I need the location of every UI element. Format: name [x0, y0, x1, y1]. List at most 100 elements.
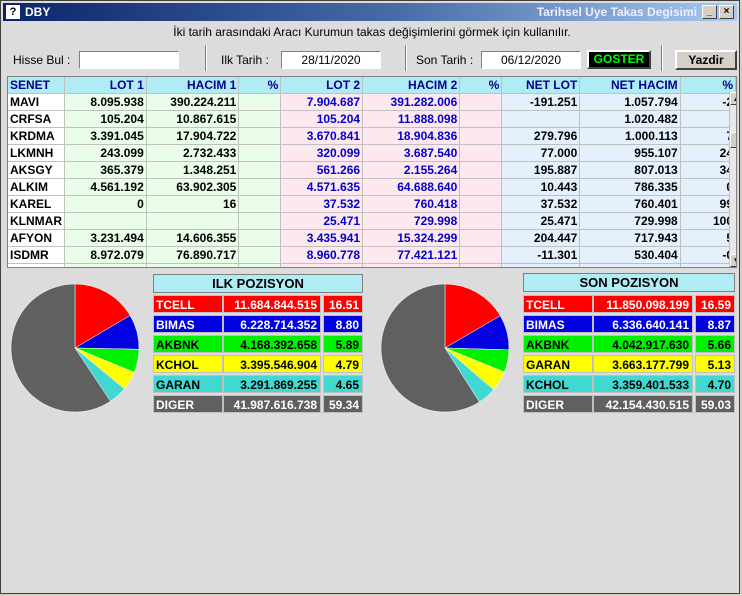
legend-percent: 59.34 — [323, 395, 363, 413]
table-row[interactable]: LKMNH 243.099 2.732.433 320.099 3.687.540 77.… — [8, 144, 736, 162]
table-cell: 279.796 — [501, 127, 581, 145]
table-cell — [238, 93, 282, 111]
table-cell: 25.471 — [280, 212, 364, 230]
table-cell: -0 — [680, 246, 736, 264]
legend-percent: 5.89 — [323, 335, 363, 353]
total-cell — [579, 263, 681, 267]
column-header[interactable]: % — [238, 77, 282, 94]
table-row[interactable]: AFYON 3.231.494 14.606.355 3.435.941 15.324.… — [8, 229, 736, 247]
ilk-tarih-input[interactable]: 28/11/2020 — [281, 51, 381, 69]
legend-value: 41.987.616.738 — [223, 395, 321, 413]
total-cell — [680, 263, 736, 267]
table-cell: 63.902.305 — [146, 178, 240, 196]
total-cell: 5.855.973.028 — [64, 263, 147, 267]
table-cell — [459, 110, 503, 128]
table-cell: 8.972.079 — [64, 246, 147, 264]
table-cell — [238, 161, 282, 179]
table-row[interactable]: CRFSA 105.204 10.867.615 105.204 11.888.098 1… — [8, 110, 736, 128]
table-cell: 561.266 — [280, 161, 364, 179]
legend-name: AKBNK — [523, 335, 593, 353]
column-header[interactable]: HACIM 2 — [362, 77, 461, 94]
info-text: İki tarih arasındaki Aracı Kurumun takas… — [173, 25, 571, 39]
legend-name: AKBNK — [153, 335, 223, 353]
column-header[interactable]: LOT 1 — [64, 77, 147, 94]
goster-button[interactable]: GOSTER — [587, 50, 651, 69]
legend-value: 11.684.844.515 — [223, 295, 321, 313]
column-header[interactable]: NET HACIM — [579, 77, 681, 94]
pie-slice-tcell — [74, 283, 131, 349]
table-cell — [238, 144, 282, 162]
table-cell: 37.532 — [280, 195, 364, 213]
table-cell: 10.443 — [501, 178, 581, 196]
system-menu-icon[interactable]: ? — [6, 5, 20, 19]
son-pozisyon-pie-chart — [380, 283, 510, 413]
column-header[interactable]: % — [459, 77, 503, 94]
scroll-up-icon[interactable]: ▲ — [730, 92, 736, 105]
separator — [661, 45, 663, 71]
table-cell: MAVI — [8, 93, 65, 111]
table-row[interactable]: ISDMR 8.972.079 76.890.717 8.960.778 77.421.… — [8, 246, 736, 264]
total-cell: 71.406.665.819 — [362, 263, 461, 267]
table-cell: 1.348.251 — [146, 161, 240, 179]
table-cell — [459, 212, 503, 230]
table-cell: 105.204 — [280, 110, 364, 128]
legend-value: 42.154.430.515 — [593, 395, 693, 413]
table-cell: 77.421.121 — [362, 246, 461, 264]
table-cell: 17.904.722 — [146, 127, 240, 145]
close-icon[interactable]: × — [719, 5, 734, 19]
table-cell: KLNMAR — [8, 212, 65, 230]
table-cell: 729.998 — [579, 212, 681, 230]
table-cell: 955.107 — [579, 144, 681, 162]
legend-percent: 16.59 — [695, 295, 735, 313]
total-cell — [501, 263, 581, 267]
table-cell — [459, 144, 503, 162]
table-cell: 760.418 — [362, 195, 461, 213]
ilk-pozisyon-title: ILK POZISYON — [153, 274, 363, 293]
scroll-thumb[interactable] — [730, 132, 736, 148]
column-header[interactable]: NET LOT — [501, 77, 581, 94]
table-cell: 320.099 — [280, 144, 364, 162]
yazdir-button[interactable]: Yazdir — [675, 50, 737, 70]
takas-grid[interactable]: SENET LOT 1 HACIM 1% LOT 2 HACIM 2% NET LOT NE… — [7, 76, 737, 268]
minimize-icon[interactable]: _ — [702, 5, 717, 19]
table-cell: 365.379 — [64, 161, 147, 179]
table-cell — [459, 161, 503, 179]
ilk-pozisyon-pie-chart — [10, 283, 140, 413]
title-bar[interactable]: ? DBY Tarihsel Uye Takas Degisimi _ × — [3, 3, 737, 21]
table-cell: 16 — [146, 195, 240, 213]
hisse-search-input[interactable] — [79, 51, 179, 69]
table-row[interactable]: KLNMAR 25.471 729.998 25.471 729.998 100 — [8, 212, 736, 230]
table-cell — [459, 127, 503, 145]
table-cell: 2.732.433 — [146, 144, 240, 162]
column-header[interactable]: HACIM 1 — [146, 77, 240, 94]
column-header[interactable]: LOT 2 — [280, 77, 364, 94]
legend-percent: 5.66 — [695, 335, 735, 353]
legend-name: GARAN — [153, 375, 223, 393]
table-cell — [64, 212, 147, 230]
separator — [405, 45, 407, 71]
legend-value: 4.168.392.658 — [223, 335, 321, 353]
scroll-down-icon[interactable]: ▼ — [730, 254, 736, 267]
table-row[interactable]: KRDMA 3.391.045 17.904.722 3.670.841 18.904.… — [8, 127, 736, 145]
son-tarih-input[interactable]: 06/12/2020 — [481, 51, 581, 69]
legend-name: BIMAS — [523, 315, 593, 333]
table-cell — [459, 229, 503, 247]
table-cell — [459, 195, 503, 213]
column-header[interactable]: SENET — [8, 77, 65, 94]
table-cell: 1.000.113 — [579, 127, 681, 145]
table-row[interactable]: MAVI 8.095.938 390.224.211 7.904.687 391.282… — [8, 93, 736, 111]
legend-percent: 59.03 — [695, 395, 735, 413]
table-row[interactable]: ALKIM 4.561.192 63.902.305 4.571.635 64.688.… — [8, 178, 736, 196]
legend-value: 4.042.917.630 — [593, 335, 693, 353]
table-row[interactable]: KAREL 0 16 37.532 760.418 37.532 760.401 99 — [8, 195, 736, 213]
vertical-scrollbar[interactable]: ▲ ▼ — [729, 92, 736, 267]
table-cell: 717.943 — [579, 229, 681, 247]
total-cell: 100,00 — [459, 263, 503, 267]
table-cell: 760.401 — [579, 195, 681, 213]
table-cell: 77.000 — [501, 144, 581, 162]
column-header[interactable]: % — [680, 77, 736, 94]
table-row[interactable]: AKSGY 365.379 1.348.251 561.266 2.155.264 195… — [8, 161, 736, 179]
legend-value: 3.291.869.255 — [223, 375, 321, 393]
table-cell: KRDMA — [8, 127, 65, 145]
